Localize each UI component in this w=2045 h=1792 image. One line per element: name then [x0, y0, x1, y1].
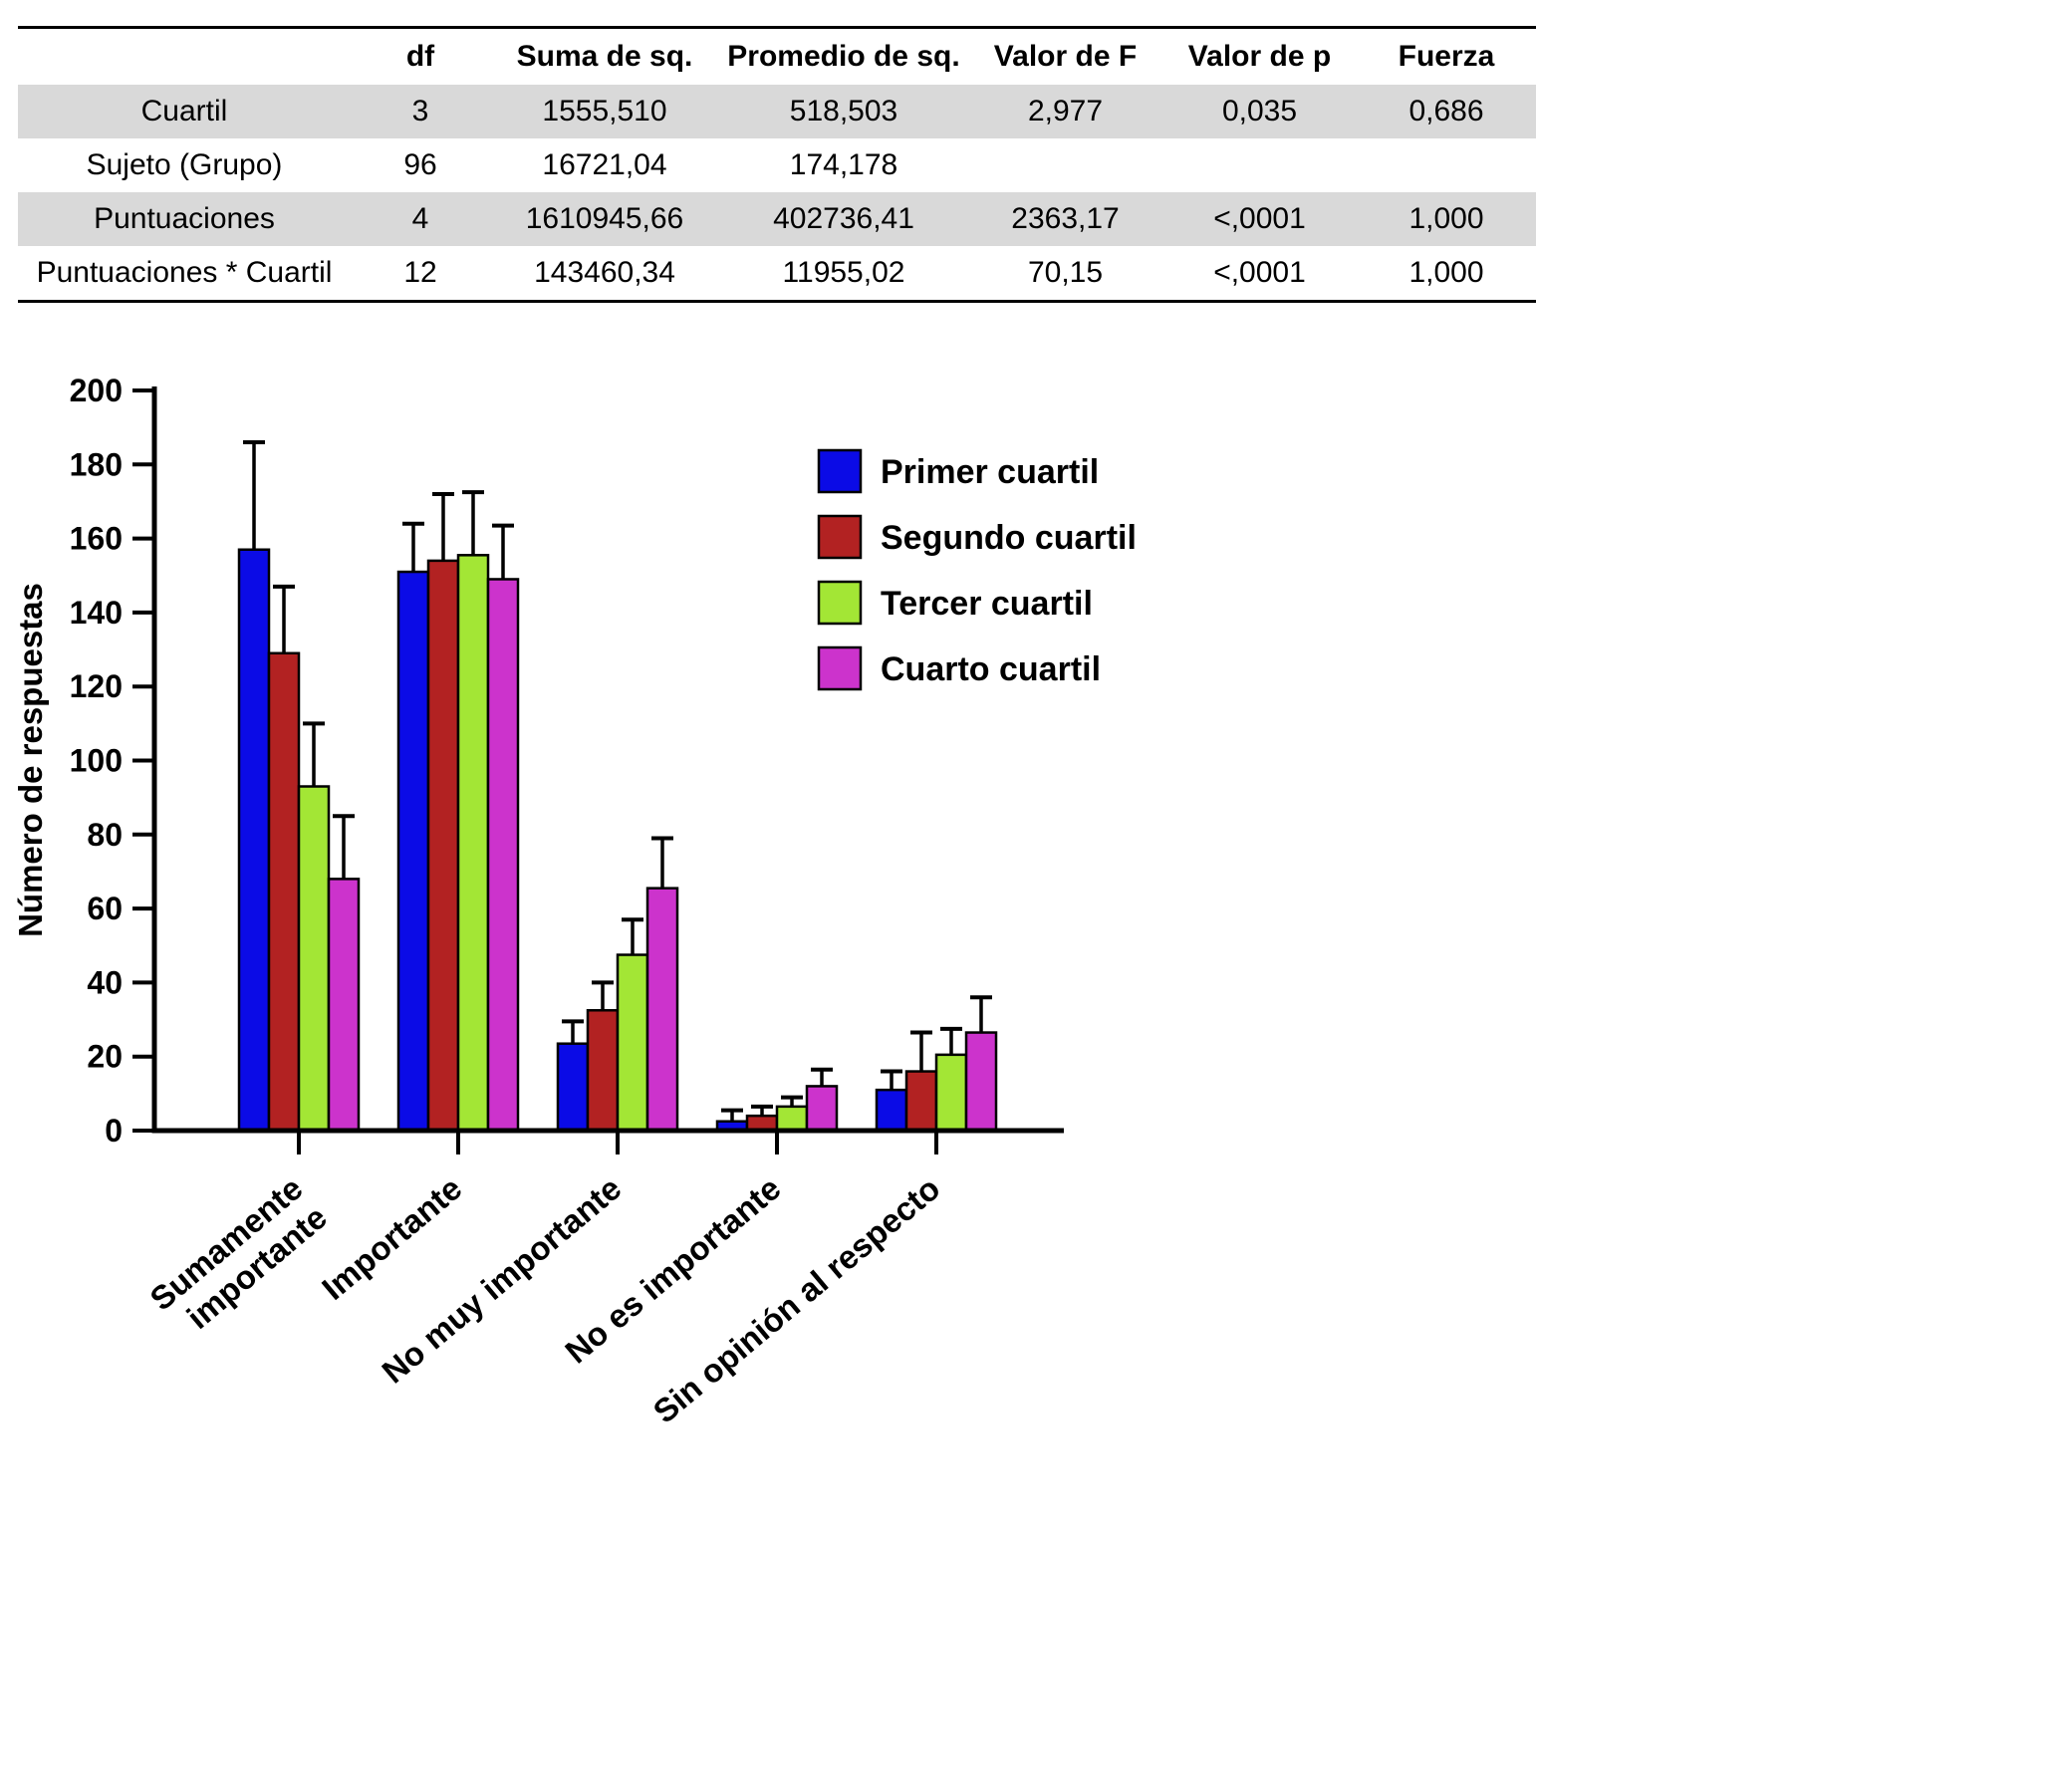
- anova-cell: 1,000: [1408, 256, 1484, 289]
- anova-cell: 402736,41: [719, 192, 968, 246]
- y-tick-label: 200: [70, 373, 123, 408]
- anova-cell: 518,503: [719, 85, 968, 138]
- anova-row-label: Puntuaciones * Cuartil: [36, 256, 333, 289]
- bar: [556, 1042, 590, 1133]
- anova-cell: 143460,34: [534, 256, 675, 289]
- anova-cell: 4: [351, 192, 490, 246]
- anova-cell: 11955,02: [782, 256, 905, 289]
- y-tick-label: 100: [70, 743, 123, 779]
- bar: [426, 559, 460, 1133]
- anova-cell: 1610945,66: [490, 192, 719, 246]
- y-tick-label: 180: [70, 446, 123, 482]
- anova-table-body: Cuartil 3 1555,510 518,503 2,977 0,035 0,686 Su…: [18, 85, 1536, 302]
- bar: [934, 1053, 968, 1133]
- anova-cell: 96: [403, 148, 437, 181]
- y-tick-label: 120: [70, 668, 123, 704]
- anova-table-header-cell: Valor de F: [993, 40, 1138, 73]
- bar: [775, 1105, 809, 1133]
- anova-cell: 2,977: [968, 85, 1162, 138]
- y-tick-label: 140: [70, 595, 123, 631]
- bar: [805, 1085, 839, 1133]
- anova-cell: 174,178: [789, 148, 898, 181]
- anova-table: df Suma de sq. Promedio de sq. Valor de F Va…: [18, 26, 1536, 303]
- bar: [904, 1070, 938, 1133]
- anova-cell: 16721,04: [542, 148, 667, 181]
- anova-cell: <,0001: [1162, 192, 1357, 246]
- anova-cell: 1555,510: [490, 85, 719, 138]
- legend-label: Primer cuartil: [881, 453, 1099, 491]
- anova-table-header-cell: Valor de p: [1187, 40, 1332, 73]
- bar: [645, 887, 679, 1133]
- anova-cell: 2363,17: [968, 192, 1162, 246]
- bar: [297, 785, 331, 1133]
- legend-swatch: [817, 580, 863, 626]
- bar: [267, 651, 301, 1133]
- anova-row-label: Cuartil: [18, 85, 351, 138]
- anova-table-row: Sujeto (Grupo) 96 16721,04 174,178: [18, 138, 1536, 192]
- x-tick-label: Importante: [315, 1169, 468, 1307]
- x-tick-label: Sin opinión al respecto: [646, 1169, 947, 1430]
- y-tick-label: 0: [105, 1113, 123, 1149]
- anova-table-header-cell: Promedio de sq.: [727, 40, 960, 73]
- bar: [616, 953, 649, 1133]
- bar: [327, 878, 361, 1133]
- legend-label: Tercer cuartil: [881, 585, 1093, 623]
- x-tick-label: Sumamenteimportante: [142, 1169, 334, 1347]
- y-tick-label: 80: [87, 817, 123, 853]
- anova-cell: <,0001: [1213, 256, 1306, 289]
- anova-table-row: Puntuaciones * Cuartil 12 143460,34 11955,0…: [18, 246, 1536, 302]
- anova-row-label: Sujeto (Grupo): [86, 148, 283, 181]
- bar: [456, 554, 490, 1133]
- y-tick-label: 60: [87, 891, 123, 926]
- anova-cell: 0,686: [1357, 85, 1536, 138]
- legend-label: Segundo cuartil: [881, 519, 1137, 557]
- anova-table-header-cell: Suma de sq.: [516, 40, 693, 73]
- bar: [486, 578, 520, 1133]
- legend-swatch: [817, 448, 863, 494]
- anova-table-header-cell: df: [405, 40, 435, 73]
- anova-table-header-row: df Suma de sq. Promedio de sq. Valor de F Va…: [18, 28, 1536, 86]
- anova-cell: 12: [403, 256, 437, 289]
- bar: [396, 570, 430, 1133]
- anova-cell: 3: [351, 85, 490, 138]
- legend-swatch: [817, 645, 863, 691]
- legend-label: Cuarto cuartil: [881, 650, 1101, 688]
- anova-cell: 70,15: [1027, 256, 1104, 289]
- anova-cell: 0,035: [1162, 85, 1357, 138]
- bar: [875, 1088, 908, 1133]
- bar: [237, 548, 271, 1133]
- y-axis-title: Número de respuestas: [12, 583, 49, 937]
- y-tick-label: 160: [70, 521, 123, 557]
- anova-cell: 1,000: [1357, 192, 1536, 246]
- y-tick-label: 20: [87, 1039, 123, 1075]
- bar: [964, 1031, 998, 1133]
- anova-table-header-cell: Fuerza: [1398, 40, 1495, 73]
- bar: [586, 1009, 620, 1133]
- y-tick-label: 40: [87, 964, 123, 1000]
- anova-table-row: Cuartil 3 1555,510 518,503 2,977 0,035 0,686: [18, 85, 1536, 138]
- anova-row-label: Puntuaciones: [18, 192, 351, 246]
- legend-swatch: [817, 514, 863, 560]
- anova-table-row: Puntuaciones 4 1610945,66 402736,41 2363,17 <…: [18, 192, 1536, 246]
